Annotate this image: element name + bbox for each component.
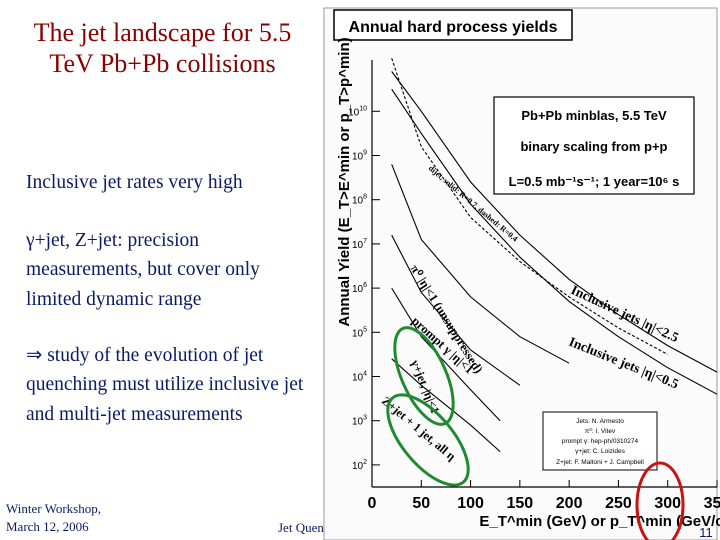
info-line-luminosity: L=0.5 mb⁻¹s⁻¹; 1 year=10⁶ s	[509, 174, 680, 189]
info-line-scaling: binary scaling from p+p	[520, 139, 667, 154]
x-axis-label: E_T^min (GeV) or p_T^min (GeV/c)	[479, 513, 720, 530]
credit-z-jet: Z+jet: F. Maltoni + J. Campbell	[556, 459, 644, 466]
chart-frame	[323, 7, 718, 540]
series-line-1	[391, 71, 718, 373]
footer-workshop: Winter Workshop, March 12, 2006	[6, 501, 101, 534]
credit-box	[542, 411, 658, 471]
x-tick-label: 350	[704, 495, 720, 512]
y-axis-label: Annual Yield (E_T>E^min or p_T>p^min)	[336, 37, 353, 326]
series-line-7	[391, 358, 501, 453]
chart-title-box	[333, 9, 573, 41]
red-circle-300gev	[635, 461, 685, 540]
credit-prompt-gamma: prompt γ: hep-ph/0310274	[562, 438, 639, 445]
info-box	[493, 96, 695, 195]
x-tick-label: 300	[654, 495, 681, 512]
page-number: 11	[699, 525, 713, 540]
green-ellipse-z-jet	[386, 393, 470, 487]
x-tick-label: 100	[457, 495, 484, 512]
credit-jets: Jets: N. Armesto	[576, 418, 624, 425]
credit-gamma-jet: γ+jet: C. Loizides	[575, 448, 625, 455]
credit-pi0: π⁰: I. Vitev	[585, 427, 616, 435]
x-tick-label: 150	[507, 495, 534, 512]
series-line-6	[391, 287, 501, 422]
x-tick-label: 0	[368, 495, 377, 512]
info-line-collision: Pb+Pb minblas, 5.5 TeV	[521, 108, 667, 123]
x-tick-label: 200	[556, 495, 583, 512]
series-line-4	[391, 164, 570, 364]
series-line-3	[391, 58, 668, 355]
slide-title: The jet landscape for 5.5 TeV Pb+Pb coll…	[33, 18, 292, 78]
footer-talk-title: Jet Quenc	[278, 520, 330, 535]
x-tick-label: 50	[412, 495, 430, 512]
x-tick-label: 250	[605, 495, 632, 512]
chart-title: Annual hard process yields	[349, 19, 558, 36]
bullet-quenching-study: ⇒ study of the evolution of jet quenchin…	[26, 345, 304, 425]
bullet-gamma-z-jet: γ+jet, Z+jet: precision measurements, bu…	[26, 230, 260, 310]
bullet-inclusive-rates: Inclusive jet rates very high	[26, 172, 243, 193]
series-line-5	[391, 234, 521, 386]
